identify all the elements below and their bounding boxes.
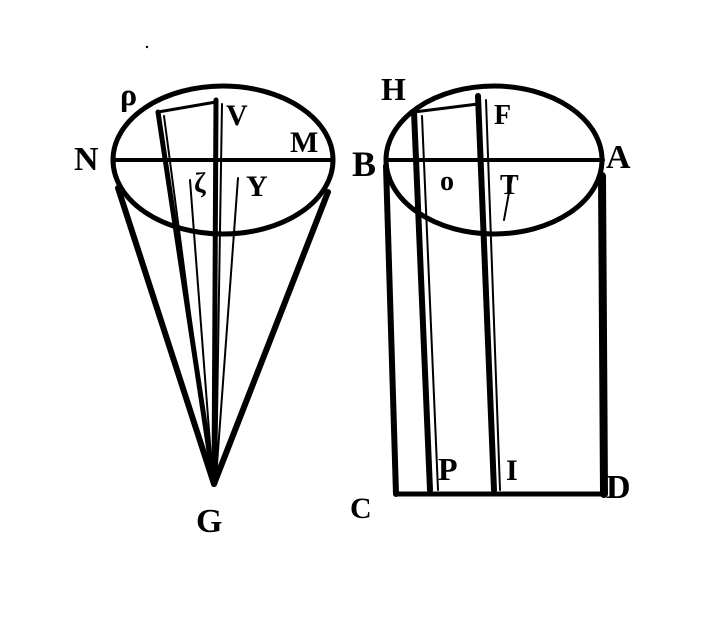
label-d: D bbox=[606, 469, 631, 506]
label-v: V bbox=[226, 99, 248, 132]
cylinder-line-f-i bbox=[475, 93, 497, 493]
cone-edge-left bbox=[115, 185, 217, 487]
cone-line-inner-2 bbox=[215, 103, 223, 481]
label-n: N bbox=[74, 141, 99, 178]
label-rho: ρ bbox=[120, 76, 137, 112]
cylinder-line-h-p bbox=[411, 109, 433, 493]
cylinder-side-right bbox=[598, 172, 608, 498]
cone-chord-top bbox=[156, 100, 218, 114]
cylinder-chord-top bbox=[412, 102, 480, 114]
print-speck bbox=[145, 45, 149, 49]
cone-line-v-g bbox=[211, 97, 219, 487]
label-h: H bbox=[381, 71, 406, 107]
label-i: I bbox=[506, 454, 518, 487]
cylinder-side-left bbox=[383, 163, 399, 497]
cone-line-inner-1 bbox=[163, 115, 213, 481]
cylinder-line-h-p-thin bbox=[421, 115, 439, 491]
label-g: G bbox=[196, 503, 222, 540]
label-y: Y bbox=[246, 170, 268, 203]
cone-figure: ρ V N M ζ Y G bbox=[74, 76, 336, 540]
label-zeta: ζ bbox=[194, 168, 206, 199]
cylinder-figure: H F B A o T P I C D bbox=[350, 71, 631, 525]
label-o: o bbox=[440, 166, 454, 197]
label-a: A bbox=[606, 139, 631, 176]
cone-edge-right bbox=[211, 189, 331, 487]
label-f: F bbox=[494, 100, 511, 131]
cone-line-mid bbox=[189, 179, 213, 471]
label-p: P bbox=[438, 451, 458, 487]
label-t: T bbox=[500, 170, 519, 201]
cylinder-line-t bbox=[503, 175, 513, 221]
label-b: B bbox=[352, 144, 376, 184]
cone-line-y-g bbox=[215, 177, 239, 479]
label-m: M bbox=[290, 126, 318, 159]
cylinder-line-f-i-thin bbox=[485, 99, 501, 491]
label-c: C bbox=[350, 492, 372, 525]
